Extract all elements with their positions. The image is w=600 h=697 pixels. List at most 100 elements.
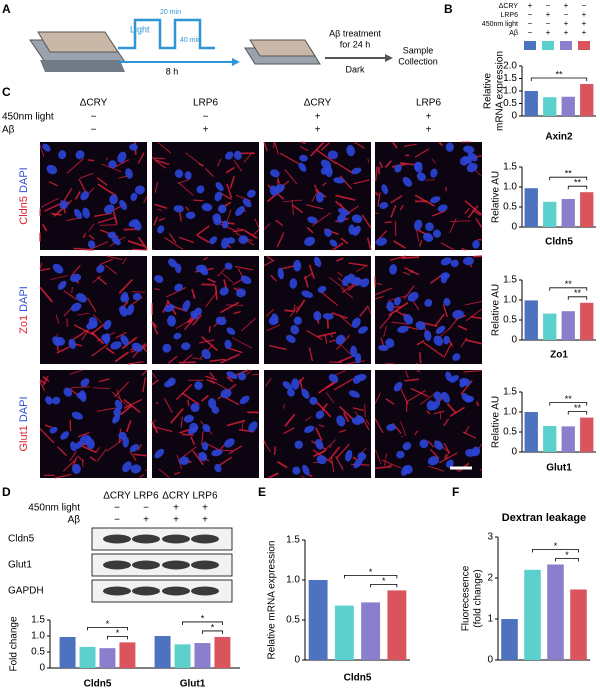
row-label: Glut1 DAPI [18,396,30,451]
panel-label: D [2,485,11,499]
membrane-stain [201,430,204,446]
condition-label: 450nm light [2,112,54,123]
nucleus [402,442,412,451]
membrane-stain [139,474,145,479]
membrane-stain [99,258,114,266]
membrane-stain [301,476,306,479]
membrane-stain [330,334,333,338]
membrane-stain [105,347,115,355]
bar [561,96,575,116]
endpoint: Collection [398,56,438,66]
nucleus [386,423,397,431]
membrane-stain [96,446,100,452]
nucleus [224,339,232,350]
nucleus [443,335,450,345]
column-label: ΔCRY [162,491,190,502]
nucleus [315,438,324,450]
condition-label: 450nm light [28,503,80,514]
membrane-stain [448,317,459,331]
nucleus [352,225,361,236]
condition-mark: − [528,19,533,28]
y-tick-label: 1.0 [503,182,517,193]
membrane-stain [71,386,90,388]
membrane-stain [293,304,296,311]
nucleus [393,381,403,392]
membrane-stain [473,255,483,258]
membrane-stain [62,458,77,472]
membrane-stain [270,274,277,282]
membrane-stain [154,203,168,209]
membrane-stain [137,443,142,451]
nucleus [443,297,451,307]
significance-bracket [549,402,588,406]
nucleus [401,465,409,476]
nucleus [450,259,459,268]
nucleus [452,353,461,361]
column-label: ΔCRY [304,98,332,109]
nucleus [184,171,192,180]
nucleus [238,235,249,244]
nucleus [379,201,389,209]
nucleus [462,256,474,266]
membrane-stain [97,183,117,197]
nucleus [466,162,478,173]
nucleus [120,335,129,346]
nucleus [225,151,234,160]
blot-band [132,534,160,544]
membrane-stain [340,288,354,299]
membrane-stain [438,141,444,147]
membrane-stain [318,381,335,394]
membrane-stain [119,405,133,416]
membrane-stain [244,229,258,240]
membrane-stain [202,256,208,261]
membrane-stain [404,266,420,276]
nucleus [452,309,464,319]
significance-label: * [382,576,386,586]
nucleus [346,144,356,157]
membrane-stain [401,256,420,260]
membrane-stain [317,331,337,338]
y-tick-label: 0 [511,222,517,233]
membrane-stain [391,321,409,325]
x-axis-label: Axin2 [545,132,573,143]
nucleus [415,321,426,330]
nucleus [416,172,426,182]
pulse-off: 40 min [180,37,201,44]
membrane-stain [334,161,355,175]
membrane-stain [81,445,98,454]
bar [524,188,538,227]
nucleus [471,446,481,457]
nucleus [46,164,58,175]
membrane-stain [284,413,296,428]
nucleus [287,388,295,397]
significance-bracket [87,627,128,631]
nucleus [435,325,446,334]
blot-band [132,586,160,596]
nucleus [237,372,247,381]
membrane-stain [207,277,216,284]
column-label: ΔCRY [80,98,108,109]
membrane-stain [392,141,398,149]
membrane-stain [407,389,427,402]
y-tick-label: 0.5 [31,647,45,658]
counterstain-name: DAPI [18,167,30,193]
membrane-stain [39,262,43,269]
nucleus [114,399,123,410]
membrane-stain [233,310,241,315]
nucleus [394,164,402,173]
pulse-on: 20 min [160,9,181,16]
significance-bracket [182,621,223,625]
nucleus [122,436,130,448]
condition-mark: + [315,125,321,136]
membrane-stain [377,192,381,207]
nucleus [190,403,200,413]
membrane-stain [39,267,51,272]
membrane-stain [241,317,256,332]
membrane-stain [449,218,457,233]
y-tick-label: 0.5 [286,615,300,626]
membrane-stain [252,228,260,237]
nucleus [445,459,454,468]
bar [524,412,538,452]
nucleus [120,294,130,303]
nucleus [425,222,434,232]
